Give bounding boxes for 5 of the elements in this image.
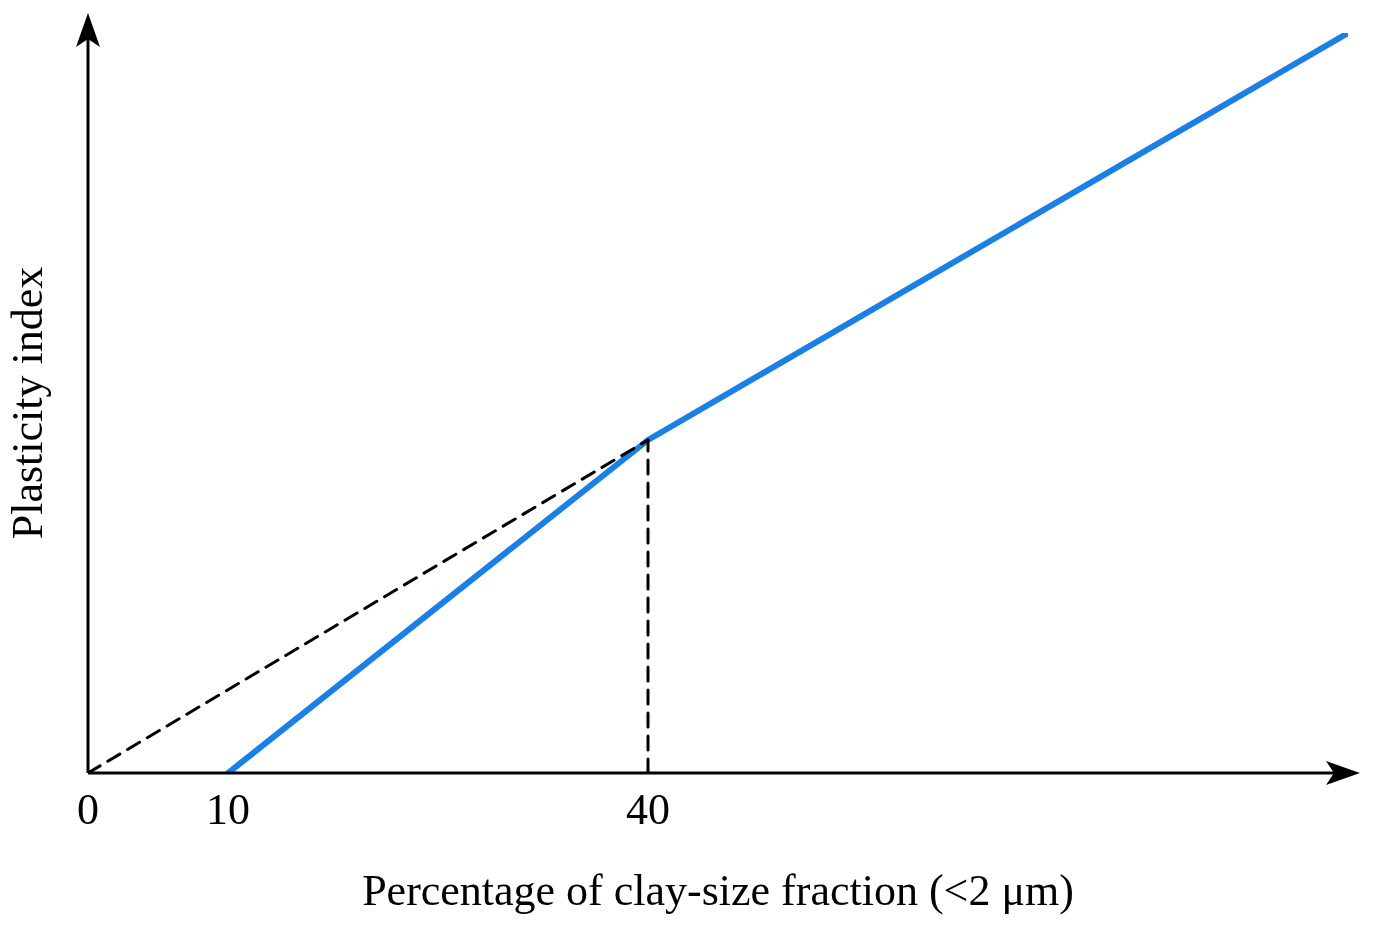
x-tick-label: 40 [626,785,670,835]
y-axis-title: Plasticity index [2,266,52,540]
x-tick-label: 0 [77,785,99,835]
x-tick-label: 10 [206,785,250,835]
x-axis-title: Percentage of clay-size fraction (<2 μm) [362,866,1074,915]
